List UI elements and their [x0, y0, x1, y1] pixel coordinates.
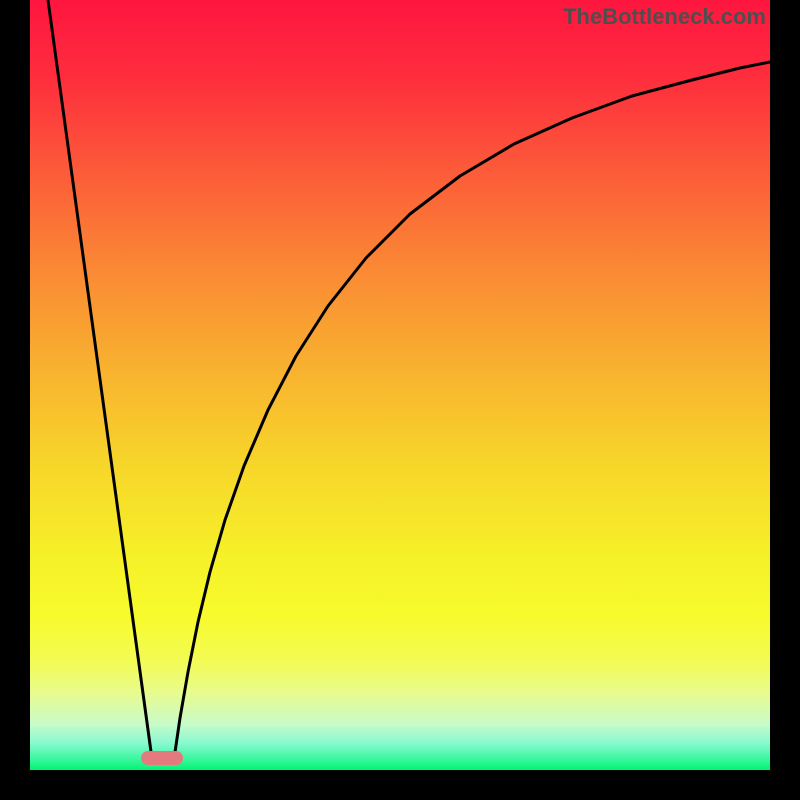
gradient-background	[30, 0, 770, 770]
frame-left	[0, 0, 30, 800]
watermark: TheBottleneck.com	[563, 4, 766, 30]
frame-right	[770, 0, 800, 800]
chart-plot	[30, 0, 770, 770]
frame-bottom	[0, 770, 800, 800]
bottleneck-marker	[141, 751, 183, 765]
